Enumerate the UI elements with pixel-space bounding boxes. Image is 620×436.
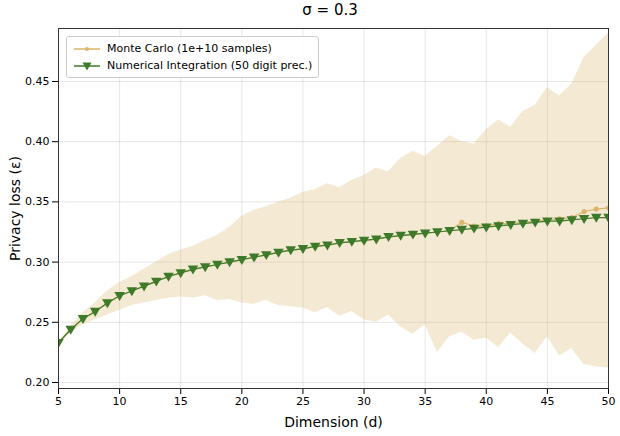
html-text:σ = 0.3: σ = 0.3: [302, 1, 358, 19]
svg-text:0.20: 0.20: [25, 376, 50, 389]
svg-text:0.30: 0.30: [25, 256, 50, 269]
svg-text:45: 45: [540, 395, 554, 408]
html-text:Numerical Integration (50 digi: Numerical Integration (50 digit prec.): [107, 59, 313, 72]
svg-text:0.35: 0.35: [25, 195, 50, 208]
html-text:Monte Carlo (1e+10 samples): Monte Carlo (1e+10 samples): [107, 42, 272, 55]
svg-text:Privacy loss (ε): Privacy loss (ε): [7, 156, 23, 261]
svg-text:15: 15: [174, 395, 188, 408]
svg-text:25: 25: [296, 395, 310, 408]
svg-text:0.25: 0.25: [25, 316, 50, 329]
svg-text:20: 20: [235, 395, 249, 408]
svg-text:10: 10: [113, 395, 127, 408]
svg-text:50: 50: [602, 395, 616, 408]
svg-text:0.45: 0.45: [25, 75, 50, 88]
svg-text:0.40: 0.40: [25, 135, 50, 148]
svg-text:30: 30: [357, 395, 371, 408]
svg-text:5: 5: [55, 395, 62, 408]
svg-text:Dimension (d): Dimension (d): [284, 414, 383, 430]
svg-text:35: 35: [418, 395, 432, 408]
svg-text:40: 40: [479, 395, 493, 408]
